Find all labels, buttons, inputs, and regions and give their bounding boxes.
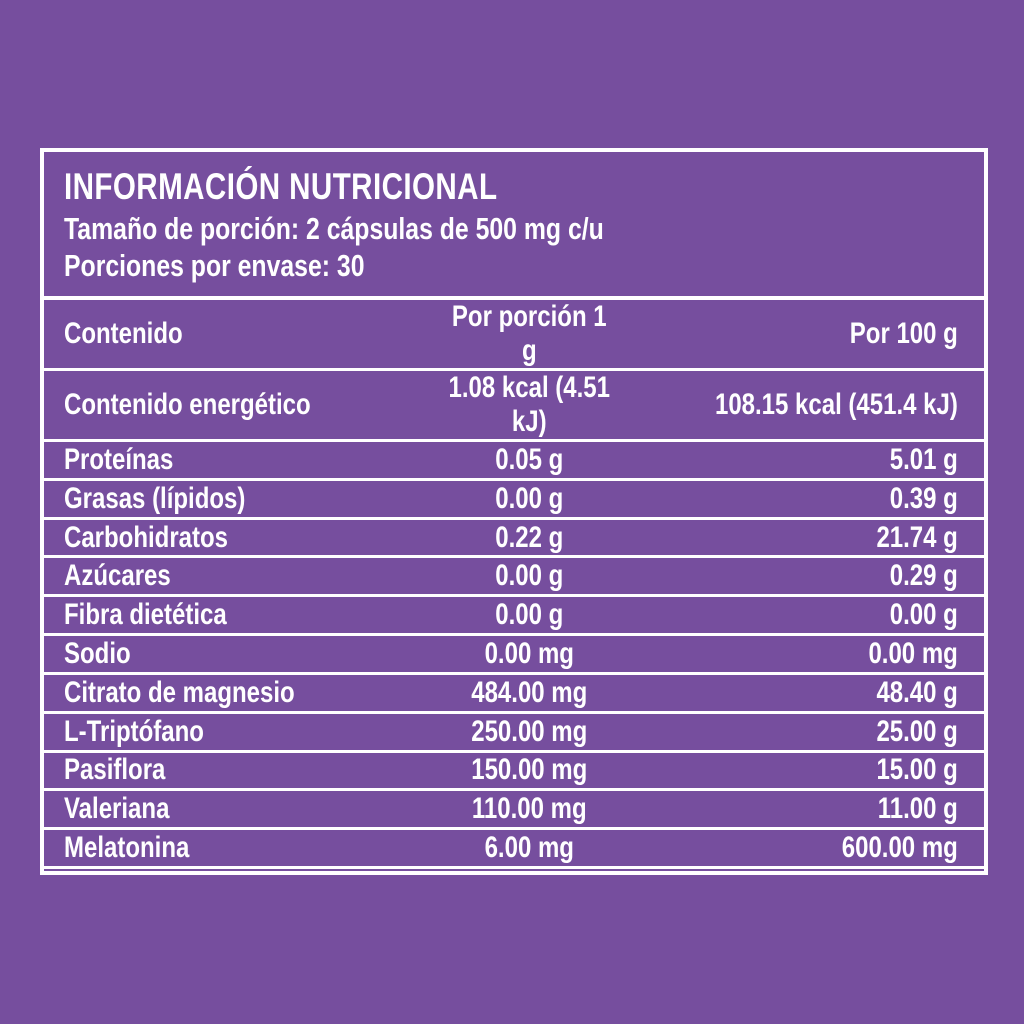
per-portion-value: 0.00 mg [484, 636, 574, 670]
nutrient-name: Melatonina [64, 831, 190, 865]
per-100-value: 25.00 g [876, 714, 958, 748]
per-portion-value: 110.00 mg [471, 792, 587, 826]
page-title: INFORMACIÓN NUTRICIONAL [64, 166, 498, 207]
per-portion-value: 0.00 g [494, 481, 563, 515]
nutrient-name: Proteínas [64, 442, 174, 476]
per-100-value: 21.74 g [876, 520, 958, 554]
per-portion-value: 6.00 mg [484, 831, 574, 865]
table-row: Carbohidratos 0.22 g 21.74 g [44, 520, 984, 559]
nutrient-name: Sodio [64, 636, 131, 670]
table-row: Sodio 0.00 mg 0.00 mg [44, 636, 984, 675]
table-row: Proteínas 0.05 g 5.01 g [44, 442, 984, 481]
nutrient-name: Carbohidratos [64, 520, 229, 554]
page-title-wrap: INFORMACIÓN NUTRICIONAL [64, 164, 958, 210]
per-100-value: 600.00 mg [841, 831, 958, 865]
table-row: Grasas (lípidos) 0.00 g 0.39 g [44, 481, 984, 520]
nutrient-name: Grasas (lípidos) [64, 481, 246, 515]
table-row: Melatonina 6.00 mg 600.00 mg [44, 830, 984, 869]
serving-size-text: Tamaño de porción: 2 cápsulas de 500 mg … [64, 211, 604, 246]
per-portion-value: 150.00 mg [470, 753, 587, 787]
label-header: INFORMACIÓN NUTRICIONAL Tamaño de porció… [44, 152, 984, 296]
column-header-per-portion: Por porción 1 g [451, 300, 607, 367]
servings-per-container-line: Porciones por envase: 30 [64, 247, 958, 284]
table-row: L-Triptófano 250.00 mg 25.00 g [44, 714, 984, 753]
table-row: Fibra dietética 0.00 g 0.00 g [44, 597, 984, 637]
table-row: Citrato de magnesio 484.00 mg 48.40 g [44, 675, 984, 714]
serving-size-line: Tamaño de porción: 2 cápsulas de 500 mg … [64, 210, 958, 247]
per-portion-value: 0.05 g [494, 442, 563, 476]
nutrient-name: Fibra dietética [64, 598, 227, 632]
per-100-value: 0.00 g [889, 598, 958, 632]
column-header-contenido: Contenido [64, 317, 183, 350]
nutrition-label: INFORMACIÓN NUTRICIONAL Tamaño de porció… [40, 148, 988, 875]
per-portion-value: 1.08 kcal (4.51 kJ) [448, 371, 610, 438]
per-portion-value: 484.00 mg [470, 675, 587, 709]
per-100-value: 5.01 g [889, 442, 958, 476]
nutrient-name: L-Triptófano [64, 714, 204, 748]
intro-table-divider [44, 296, 984, 300]
servings-per-container-text: Porciones por envase: 30 [64, 248, 365, 283]
per-100-value: 0.39 g [889, 481, 958, 515]
per-portion-value: 0.22 g [494, 520, 563, 554]
nutrient-name: Contenido energético [64, 388, 311, 421]
nutrient-name: Valeriana [64, 792, 170, 826]
nutrient-name: Pasiflora [64, 753, 166, 787]
table-row: Contenido energético 1.08 kcal (4.51 kJ) 1… [44, 371, 984, 442]
nutrient-name: Azúcares [64, 559, 171, 593]
nutrition-table: Contenido Por porción 1 g Por 100 g Cont… [44, 300, 984, 871]
per-100-value: 0.29 g [889, 559, 958, 593]
table-row: Azúcares 0.00 g 0.29 g [44, 558, 984, 598]
per-100-value: 11.00 g [877, 792, 958, 826]
per-100-value: 108.15 kcal (451.4 kJ) [715, 388, 958, 421]
per-portion-value: 250.00 mg [470, 714, 587, 748]
table-row: Valeriana 110.00 mg 11.00 g [44, 791, 984, 831]
nutrient-name: Citrato de magnesio [64, 675, 295, 709]
per-100-value: 15.00 g [876, 753, 958, 787]
table-header-row: Contenido Por porción 1 g Por 100 g [44, 300, 984, 371]
per-portion-value: 0.00 g [494, 598, 563, 632]
column-header-per-100: Por 100 g [849, 317, 958, 350]
per-100-value: 0.00 mg [868, 636, 958, 670]
table-row: Pasiflora 150.00 mg 15.00 g [44, 753, 984, 792]
per-100-value: 48.40 g [876, 675, 958, 709]
per-portion-value: 0.00 g [494, 559, 563, 593]
